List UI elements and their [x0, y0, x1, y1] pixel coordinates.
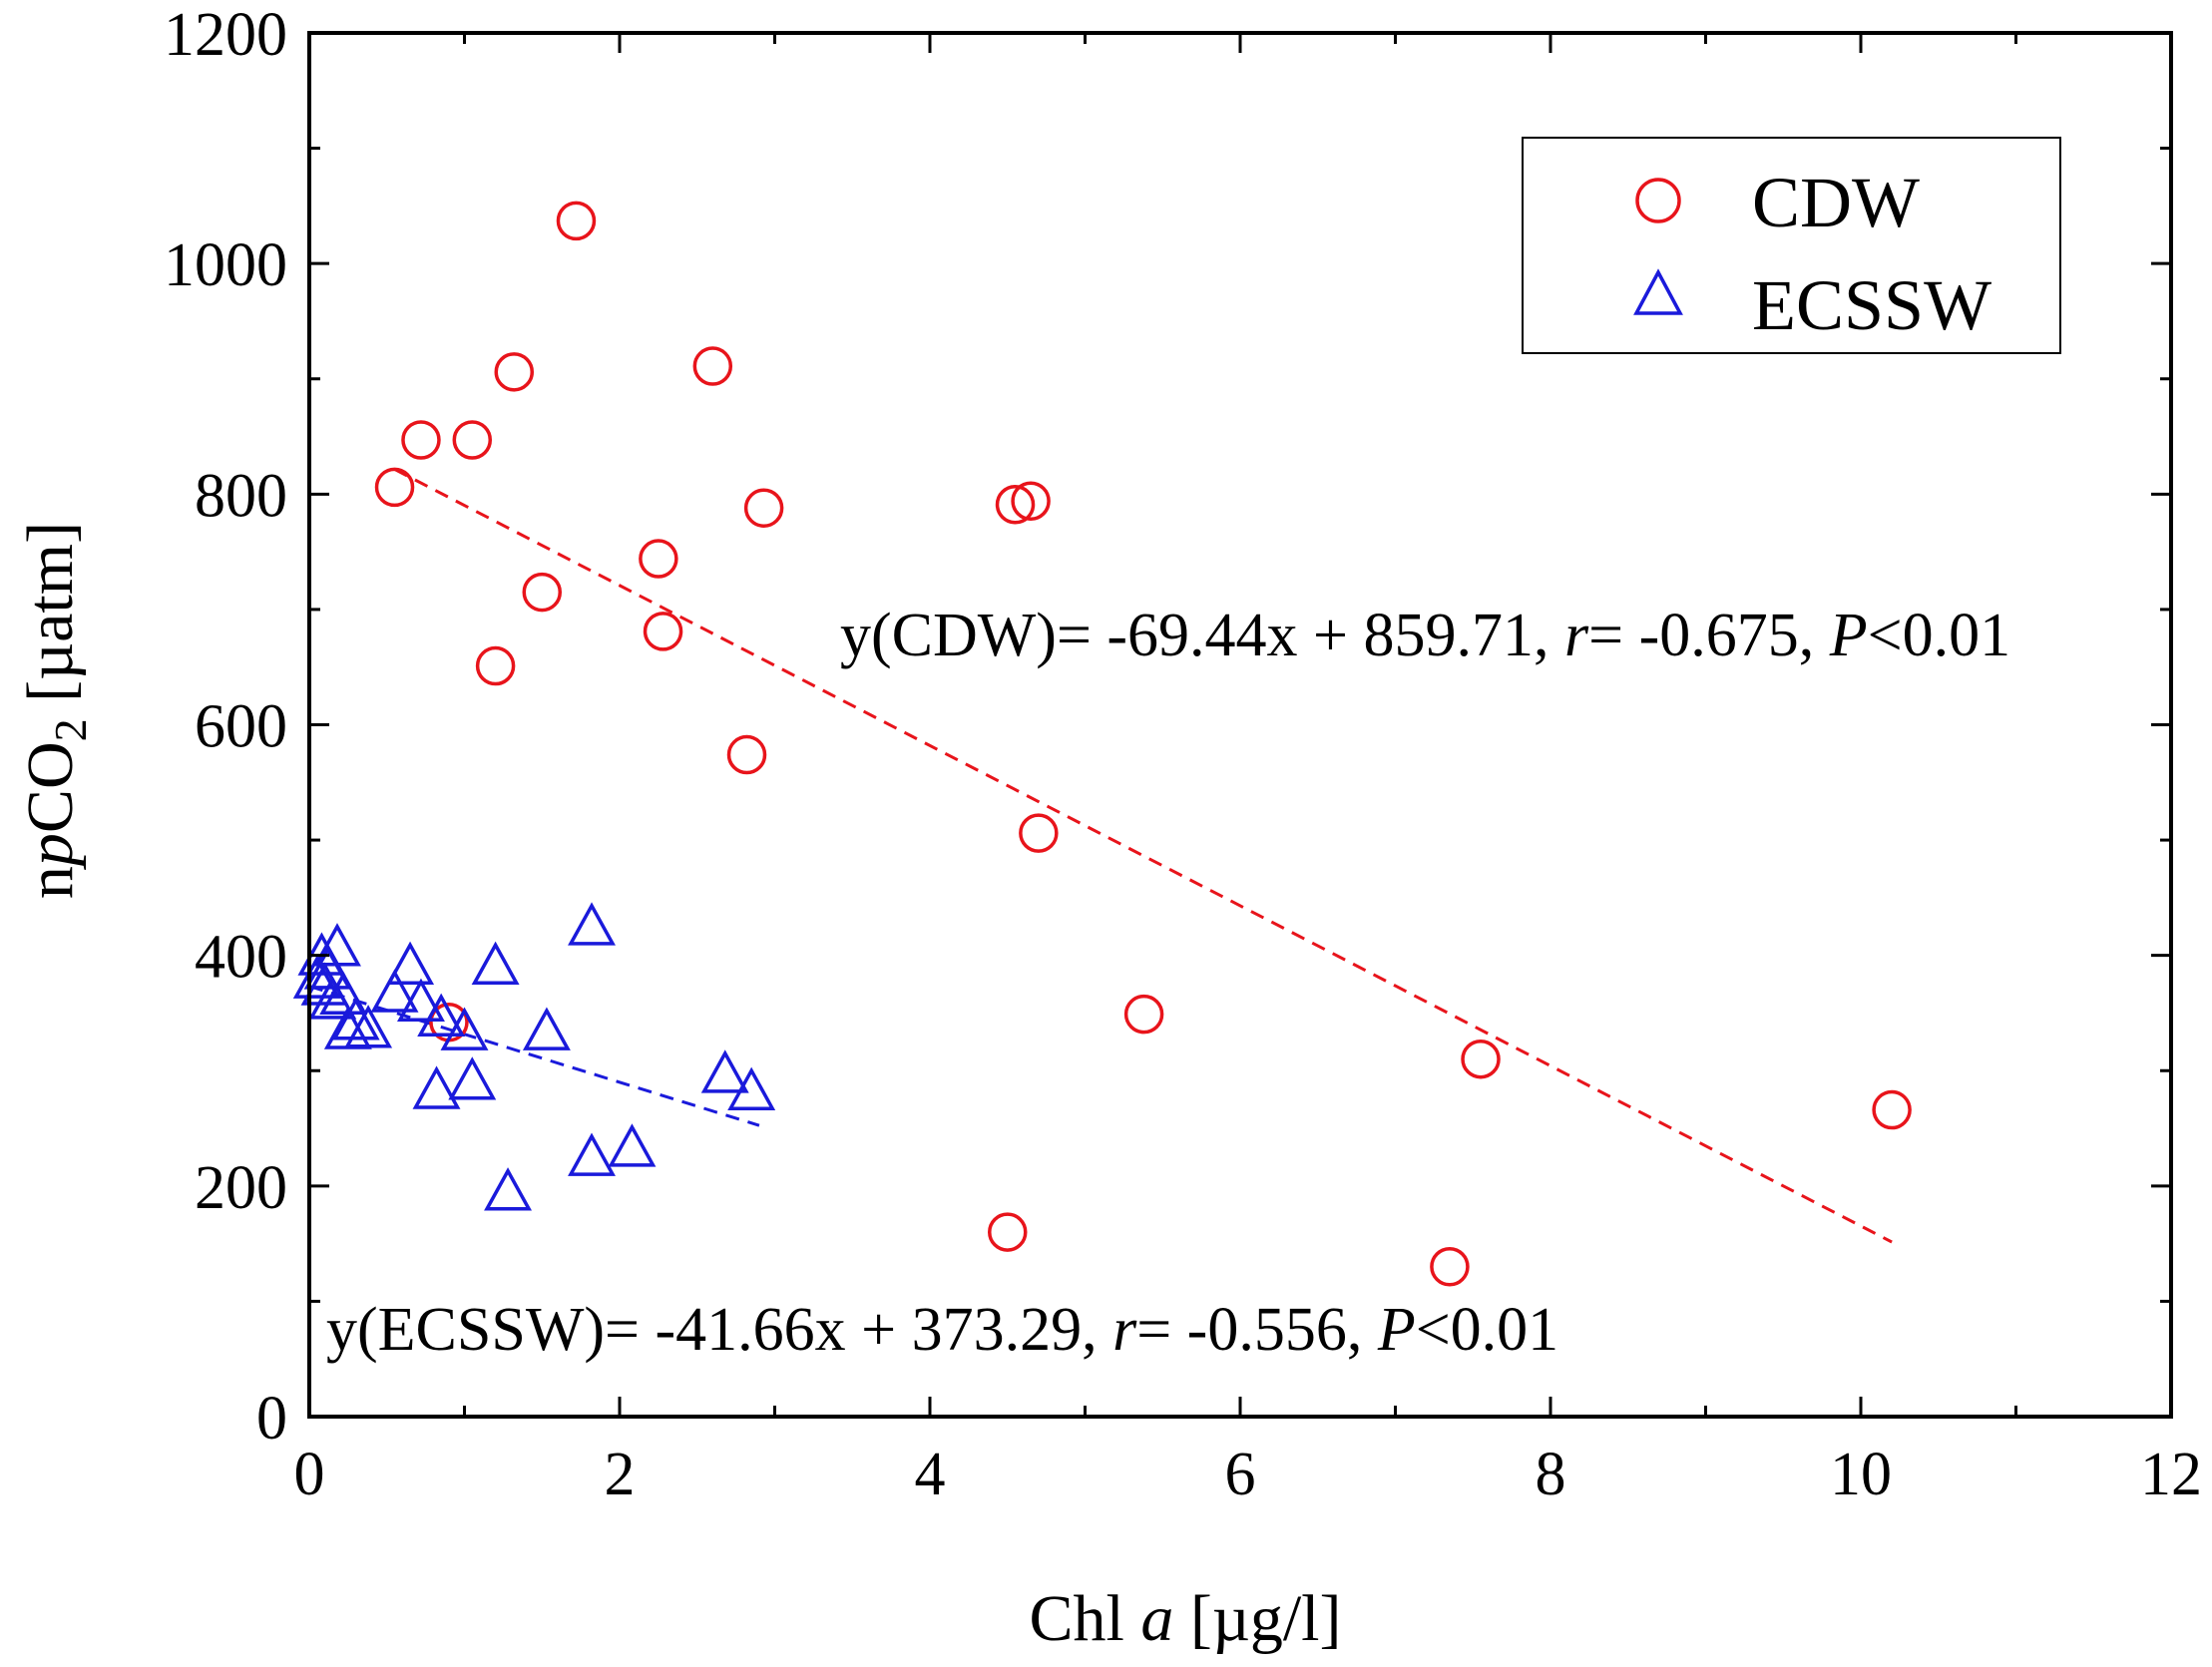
- ecssw-point: [319, 971, 368, 1016]
- x-tick-label: 12: [2140, 1441, 2202, 1508]
- axis-ticks: [307, 31, 2173, 1419]
- ecssw-point: [344, 1005, 393, 1048]
- cdw-point: [995, 484, 1036, 525]
- y-tick-label: 1200: [164, 1, 287, 69]
- cdw-point: [743, 488, 784, 528]
- legend-ecssw-label: ECSSW: [1752, 265, 1991, 345]
- x-tick-label: 2: [605, 1441, 636, 1508]
- cdw-point: [556, 201, 597, 241]
- legend-cdw-marker: [1635, 178, 1681, 223]
- legend: CDW ECSSW: [1522, 137, 2061, 354]
- ecssw-point: [292, 955, 341, 999]
- ecssw-point: [370, 969, 419, 1013]
- cdw-point: [401, 420, 441, 460]
- y-tick-label: 0: [256, 1385, 287, 1453]
- cdw-point: [374, 467, 415, 508]
- legend-box: [1522, 137, 2061, 354]
- y-axis-title: npCO2 [µatm]: [14, 522, 96, 899]
- ecssw-point: [331, 997, 380, 1041]
- cdw-point: [1872, 1089, 1912, 1130]
- cdw-point: [1011, 481, 1051, 522]
- x-axis-title: Chl a [µg/l]: [1029, 1582, 1341, 1655]
- tick-labels: 0 2 4 6 8 10 12 0 200 400 600 800 1000 1200: [164, 1, 2202, 1508]
- y-tick-label: 1000: [164, 231, 287, 299]
- y-tick-label: 600: [195, 693, 287, 761]
- cdw-point: [988, 1212, 1028, 1252]
- ecssw-point: [484, 1167, 533, 1211]
- x-tick-label: 8: [1536, 1441, 1566, 1508]
- ecssw-point: [700, 1049, 749, 1093]
- ecssw-point: [471, 941, 520, 985]
- ecssw-point: [522, 1007, 571, 1050]
- cdw-series: [374, 201, 1912, 1287]
- ecssw-point: [417, 993, 466, 1037]
- legend-cdw-label: CDW: [1752, 163, 1920, 242]
- ecssw-equation: y(ECSSW)= -41.66x + 373.29, r= -0.556, P…: [326, 1296, 1558, 1364]
- cdw-point: [643, 612, 683, 651]
- cdw-fit-line: [393, 468, 1893, 1244]
- cdw-equation: y(CDW)= -69.44x + 859.71, r= -0.675, P<0…: [840, 602, 2010, 669]
- x-tick-label: 10: [1830, 1441, 1892, 1508]
- cdw-point: [1430, 1246, 1470, 1287]
- cdw-point: [475, 645, 516, 686]
- ecssw-point: [386, 941, 435, 985]
- ecssw-point: [396, 978, 445, 1022]
- cdw-point: [726, 734, 767, 775]
- ecssw-point: [440, 1007, 489, 1050]
- cdw-point: [1461, 1039, 1501, 1079]
- y-tick-label: 200: [195, 1154, 287, 1222]
- cdw-point: [494, 352, 535, 392]
- y-tick-label: 800: [195, 462, 287, 530]
- x-tick-label: 6: [1225, 1441, 1256, 1508]
- legend-ecssw-marker: [1633, 268, 1683, 315]
- cdw-point: [452, 420, 493, 460]
- ecssw-point: [568, 902, 616, 946]
- ecssw-point: [568, 1132, 616, 1176]
- cdw-point: [522, 572, 562, 613]
- x-tick-label: 0: [294, 1441, 325, 1508]
- y-tick-label: 400: [195, 924, 287, 992]
- cdw-point: [1019, 813, 1059, 853]
- ecssw-point: [308, 976, 357, 1020]
- ecssw-point: [727, 1066, 776, 1110]
- ecssw-point: [448, 1056, 497, 1100]
- cdw-point: [639, 539, 678, 579]
- cdw-point: [1123, 994, 1164, 1035]
- ecssw-point: [412, 1065, 461, 1109]
- series-layer: [292, 201, 1912, 1287]
- ecssw-series: [292, 902, 776, 1211]
- cdw-point: [692, 346, 733, 386]
- ecssw-point: [608, 1123, 657, 1167]
- x-tick-label: 4: [915, 1441, 946, 1508]
